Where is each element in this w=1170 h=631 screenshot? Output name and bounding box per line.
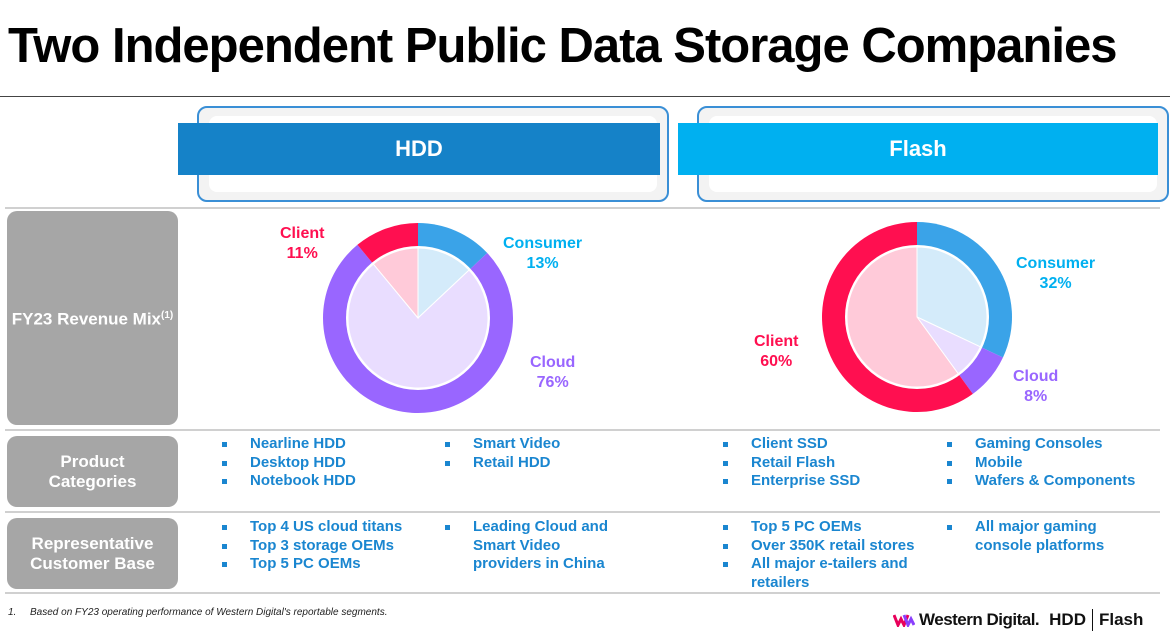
list-item: Nearline HDD [222, 435, 356, 454]
western-digital-logo: Western Digital. HDD Flash [893, 609, 1143, 631]
hdd-customers-col2: Leading Cloud and Smart Video providers … [445, 518, 615, 574]
flash-header: Flash [678, 123, 1158, 175]
pie-slice-client [846, 246, 959, 388]
row-divider [5, 511, 1160, 513]
row-label-customer-base: Representative Customer Base [7, 518, 178, 589]
list-item: All major gaming console platforms [947, 518, 1117, 555]
list-item: Gaming Consoles [947, 435, 1135, 454]
row-divider [5, 207, 1160, 209]
list-item: Top 5 PC OEMs [222, 555, 402, 574]
list-item: Over 350K retail stores [723, 537, 923, 556]
pie-slice-consumer [417, 247, 470, 320]
pie-slice-client [372, 247, 419, 320]
flash-customers-col2: All major gaming console platforms [947, 518, 1117, 555]
list-item: Top 4 US cloud titans [222, 518, 402, 537]
hdd-header: HDD [178, 123, 660, 175]
list-item: Retail HDD [445, 454, 560, 473]
logo-divider [1092, 609, 1093, 631]
page-title: Two Independent Public Data Storage Comp… [8, 19, 1117, 73]
flash-consumer-label: Consumer 32% [1016, 255, 1096, 292]
footnote: 1. Based on FY23 operating performance of… [8, 607, 388, 618]
title-divider [0, 96, 1170, 97]
list-item: Enterprise SSD [723, 472, 860, 491]
flash-customers-col1: Top 5 PC OEMs Over 350K retail stores Al… [723, 518, 923, 592]
row-label-product-categories: Product Categories [7, 436, 178, 507]
hdd-cloud-label: Cloud 76% [530, 354, 576, 391]
list-item: Smart Video [445, 435, 560, 454]
hdd-customers-col1: Top 4 US cloud titans Top 3 storage OEMs… [222, 518, 402, 574]
list-item: Wafers & Components [947, 472, 1135, 491]
list-item: Client SSD [723, 435, 860, 454]
list-item: Desktop HDD [222, 454, 356, 473]
row-divider [5, 592, 1160, 594]
row-divider [5, 429, 1160, 431]
wd-logo-mark-icon [893, 614, 915, 627]
hdd-client-label: Client 11% [280, 225, 325, 262]
hdd-consumer-label: Consumer 13% [503, 235, 583, 272]
row-label-revenue-mix: FY23 Revenue Mix(1) [7, 211, 178, 425]
list-item: Leading Cloud and Smart Video providers … [445, 518, 615, 574]
list-item: Top 5 PC OEMs [723, 518, 923, 537]
hdd-products-col2: Smart Video Retail HDD [445, 435, 560, 472]
hdd-products-col1: Nearline HDD Desktop HDD Notebook HDD [222, 435, 356, 491]
flash-revenue-donut [822, 222, 1012, 412]
list-item: Retail Flash [723, 454, 860, 473]
flash-products-col1: Client SSD Retail Flash Enterprise SSD [723, 435, 860, 491]
pie-slice-consumer [916, 246, 988, 348]
hdd-revenue-donut [323, 223, 514, 414]
flash-client-label: Client 60% [754, 333, 799, 370]
list-item: Mobile [947, 454, 1135, 473]
list-item: All major e-tailers and retailers [723, 555, 923, 592]
flash-cloud-label: Cloud 8% [1013, 368, 1059, 405]
list-item: Top 3 storage OEMs [222, 537, 402, 556]
pie-slice-cloud [347, 263, 489, 389]
list-item: Notebook HDD [222, 472, 356, 491]
flash-products-col2: Gaming Consoles Mobile Wafers & Componen… [947, 435, 1135, 491]
